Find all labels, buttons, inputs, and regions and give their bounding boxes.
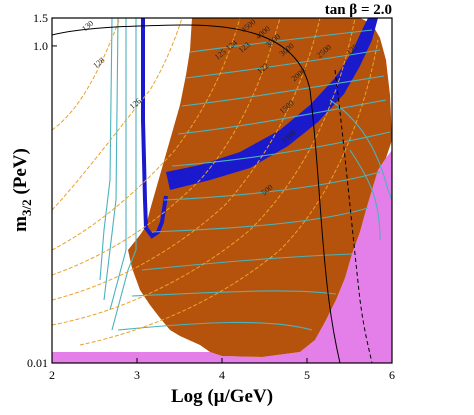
x-axis: 2 3 4 5 6 bbox=[49, 358, 395, 382]
mass-contours bbox=[99, 18, 392, 331]
y-tick-label-1.0: 1.0 bbox=[33, 39, 48, 53]
dark-matter-band-left bbox=[141, 18, 168, 239]
x-tick-label-6: 6 bbox=[389, 368, 395, 382]
excluded-region-right bbox=[300, 150, 392, 352]
x-tick-label-4: 4 bbox=[219, 368, 225, 382]
y-tick-label-0.01: 0.01 bbox=[27, 356, 48, 370]
dark-matter-band bbox=[166, 18, 378, 190]
y-axis-title-sub: 3/2 bbox=[19, 199, 34, 216]
x-tick-label-5: 5 bbox=[304, 368, 310, 382]
x-tick-label-2: 2 bbox=[49, 368, 55, 382]
y-axis: 0.01 1.0 1.5 bbox=[27, 11, 57, 370]
y-axis-title-unit: (PeV) bbox=[10, 148, 31, 199]
x-axis-title: Log (μ/GeV) bbox=[171, 386, 273, 407]
x-tick-label-3: 3 bbox=[134, 368, 140, 382]
excluded-region-bottom bbox=[52, 262, 392, 363]
chart-title: tan β = 2.0 bbox=[325, 2, 392, 18]
higgs-contours bbox=[52, 18, 379, 346]
y-axis-title: m3/2 (PeV) bbox=[10, 148, 34, 232]
boundary-lines bbox=[52, 24, 373, 363]
y-axis-title-main: m bbox=[10, 216, 31, 232]
y-tick-label-1.5: 1.5 bbox=[33, 11, 48, 25]
